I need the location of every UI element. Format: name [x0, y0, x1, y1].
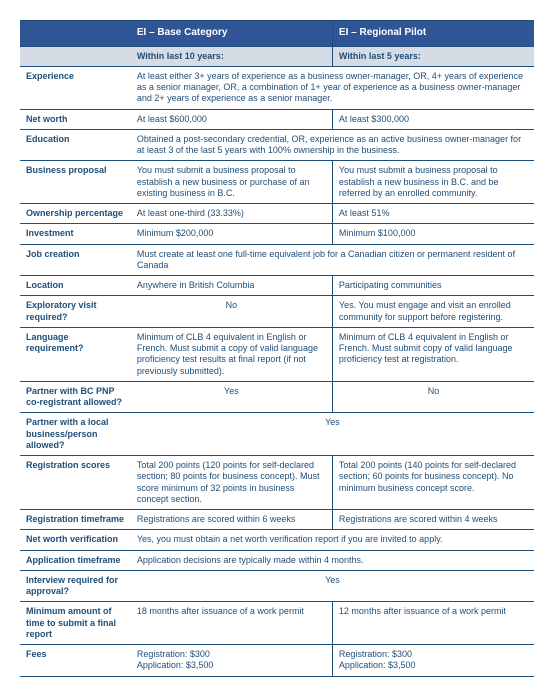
table-row: Ownership percentage At least one-third …: [20, 204, 534, 224]
subheader-empty: [20, 46, 131, 66]
row-label: Location: [20, 276, 131, 296]
row-value-a: You must submit a business proposal to e…: [131, 161, 333, 204]
table-row: Registration scores Total 200 points (12…: [20, 456, 534, 510]
row-value-b: 12 months after issuance of a work permi…: [332, 602, 534, 645]
row-label: Minimum amount of time to submit a final…: [20, 602, 131, 645]
subheader-col-a: Within last 10 years:: [131, 46, 333, 66]
row-label: Partner with BC PNP co-registrant allowe…: [20, 381, 131, 413]
row-value-b: You must submit a business proposal to e…: [332, 161, 534, 204]
header-col-a: EI – Base Category: [131, 21, 333, 47]
row-label: Registration scores: [20, 456, 131, 510]
row-value-b: At least 51%: [332, 204, 534, 224]
row-value: At least either 3+ years of experience a…: [131, 66, 534, 109]
row-value-a: At least one-third (33.33%): [131, 204, 333, 224]
table-row: Application timeframe Application decisi…: [20, 550, 534, 570]
comparison-table: EI – Base Category EI – Regional Pilot W…: [20, 20, 534, 677]
row-value-b: Registration: $300Application: $3,500: [332, 645, 534, 677]
row-value: Yes, you must obtain a net worth verific…: [131, 530, 534, 550]
subheader-col-b: Within last 5 years:: [332, 46, 534, 66]
row-label: Exploratory visit required?: [20, 296, 131, 328]
table-row: Location Anywhere in British Columbia Pa…: [20, 276, 534, 296]
row-value-a: Minimum of CLB 4 equivalent in English o…: [131, 327, 333, 381]
table-row: Partner with a local business/person all…: [20, 413, 534, 456]
row-label: Experience: [20, 66, 131, 109]
table-row: Partner with BC PNP co-registrant allowe…: [20, 381, 534, 413]
row-value-b: Total 200 points (140 points for self-de…: [332, 456, 534, 510]
row-label: Business proposal: [20, 161, 131, 204]
table-row: Net worth verification Yes, you must obt…: [20, 530, 534, 550]
table-row: Net worth At least $600,000 At least $30…: [20, 109, 534, 129]
row-value-b: No: [332, 381, 534, 413]
row-value-b: Participating communities: [332, 276, 534, 296]
row-value-a: 18 months after issuance of a work permi…: [131, 602, 333, 645]
row-value-a: Yes: [131, 381, 333, 413]
row-value-a: At least $600,000: [131, 109, 333, 129]
table-row: Experience At least either 3+ years of e…: [20, 66, 534, 109]
row-label: Net worth: [20, 109, 131, 129]
row-value: Yes: [131, 413, 534, 456]
table-row: Registration timeframe Registrations are…: [20, 510, 534, 530]
header-empty: [20, 21, 131, 47]
row-label: Registration timeframe: [20, 510, 131, 530]
table-row: Job creation Must create at least one fu…: [20, 244, 534, 276]
table-row: Interview required for approval? Yes: [20, 570, 534, 602]
table-row: Investment Minimum $200,000 Minimum $100…: [20, 224, 534, 244]
row-label: Education: [20, 129, 131, 161]
row-label: Ownership percentage: [20, 204, 131, 224]
row-label: Interview required for approval?: [20, 570, 131, 602]
row-value-a: Registration: $300Application: $3,500: [131, 645, 333, 677]
table-row: Exploratory visit required? No Yes. You …: [20, 296, 534, 328]
row-label: Application timeframe: [20, 550, 131, 570]
header-col-b: EI – Regional Pilot: [332, 21, 534, 47]
table-row: Fees Registration: $300Application: $3,5…: [20, 645, 534, 677]
row-label: Language requirement?: [20, 327, 131, 381]
row-value-a: Minimum $200,000: [131, 224, 333, 244]
table-row: Minimum amount of time to submit a final…: [20, 602, 534, 645]
row-value-b: At least $300,000: [332, 109, 534, 129]
table-header-row: EI – Base Category EI – Regional Pilot: [20, 21, 534, 47]
table-row: Business proposal You must submit a busi…: [20, 161, 534, 204]
row-value-a: No: [131, 296, 333, 328]
row-value-b: Minimum of CLB 4 equivalent in English o…: [332, 327, 534, 381]
row-value-b: Registrations are scored within 4 weeks: [332, 510, 534, 530]
table-row: Language requirement? Minimum of CLB 4 e…: [20, 327, 534, 381]
row-value: Obtained a post-secondary credential, OR…: [131, 129, 534, 161]
row-label: Fees: [20, 645, 131, 677]
row-label: Investment: [20, 224, 131, 244]
table-row: Education Obtained a post-secondary cred…: [20, 129, 534, 161]
row-value: Yes: [131, 570, 534, 602]
row-label: Job creation: [20, 244, 131, 276]
row-value-b: Yes. You must engage and visit an enroll…: [332, 296, 534, 328]
row-label: Partner with a local business/person all…: [20, 413, 131, 456]
table-subheader-row: Within last 10 years: Within last 5 year…: [20, 46, 534, 66]
row-value: Application decisions are typically made…: [131, 550, 534, 570]
row-value-b: Minimum $100,000: [332, 224, 534, 244]
row-value: Must create at least one full-time equiv…: [131, 244, 534, 276]
row-label: Net worth verification: [20, 530, 131, 550]
row-value-a: Registrations are scored within 6 weeks: [131, 510, 333, 530]
row-value-a: Anywhere in British Columbia: [131, 276, 333, 296]
row-value-a: Total 200 points (120 points for self-de…: [131, 456, 333, 510]
